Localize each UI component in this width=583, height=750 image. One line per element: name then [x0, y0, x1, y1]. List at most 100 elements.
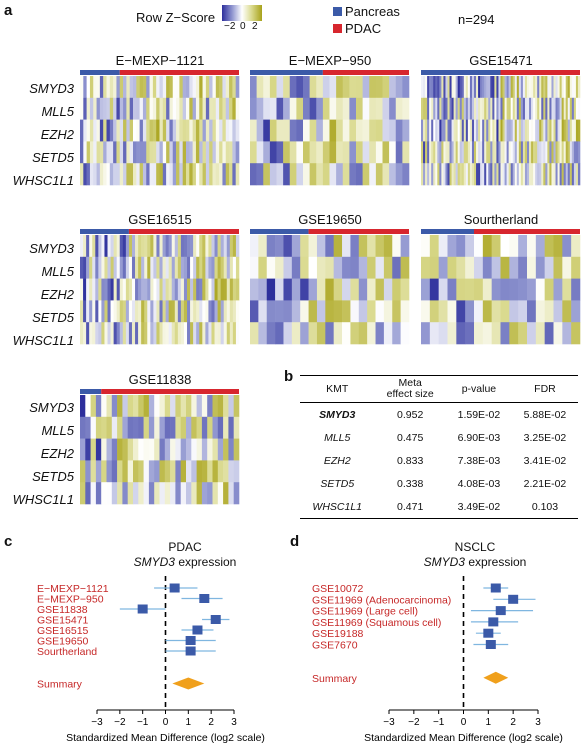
heatmap-cell: [437, 141, 440, 164]
heatmap-cell: [522, 97, 526, 120]
fdr-cell: 0.103: [511, 495, 578, 519]
heatmap-cell: [80, 256, 84, 279]
heatmap-cell: [392, 278, 401, 301]
heatmap-cell: [263, 97, 271, 120]
heatmap-cell: [437, 97, 440, 120]
heatmap-cell: [349, 141, 357, 164]
heatmap-cell: [196, 235, 200, 258]
heatmap-cell: [119, 256, 124, 279]
heatmap-cell: [333, 322, 343, 345]
heatmap-cell: [168, 256, 173, 279]
heatmap-title: GSE16515: [128, 212, 192, 227]
heatmap-cell: [392, 322, 401, 345]
heatmap-cell: [535, 163, 538, 186]
heatmap-cell: [168, 278, 173, 301]
heatmap-cell: [296, 163, 304, 186]
heatmap-cell: [309, 119, 317, 142]
heatmap-cell: [520, 76, 524, 99]
heatmap-cell: [180, 460, 187, 483]
heatmap-cell: [283, 235, 293, 258]
x-tick-label: 3: [535, 717, 541, 728]
heatmap-cell: [129, 141, 134, 164]
heatmap-cell: [215, 163, 220, 186]
heatmap-cell: [496, 119, 499, 142]
heatmap-cell: [500, 278, 510, 301]
heatmap-cell: [172, 97, 177, 120]
heatmap-cell: [175, 438, 181, 461]
effect-square: [490, 583, 501, 593]
forest-d-title: NSCLC: [454, 540, 496, 554]
heatmap-cell: [83, 163, 87, 186]
heatmap-cell: [316, 278, 326, 301]
heatmap-cell: [451, 97, 454, 120]
heatmap-cell: [208, 300, 212, 323]
heatmap-cell: [138, 438, 144, 461]
heatmap-cell: [435, 97, 438, 120]
heatmap-cell: [256, 119, 264, 142]
heatmap-cell: [329, 97, 337, 120]
heatmap-cell: [179, 163, 183, 186]
heatmap-cell: [233, 416, 240, 439]
heatmap-cell: [232, 119, 236, 142]
heatmap-cell: [283, 278, 293, 301]
heatmap-cell: [369, 141, 377, 164]
heatmap-cell: [89, 163, 94, 186]
heatmap-cell: [453, 97, 456, 120]
heatmap-cell: [119, 119, 124, 142]
heatmap-title: GSE11838: [128, 372, 192, 387]
heatmap-cell: [80, 163, 84, 186]
heatmap-cell: [322, 163, 330, 186]
heatmap-cell: [275, 235, 284, 258]
heatmap-cell: [214, 322, 218, 345]
x-tick-label: 2: [208, 717, 214, 728]
heatmap-cell: [553, 300, 563, 323]
heatmap-cell: [316, 141, 324, 164]
heatmap-cell: [494, 163, 497, 186]
heatmap-cell: [217, 300, 221, 323]
heatmap-cell: [258, 235, 268, 258]
heatmap-cell: [395, 76, 403, 99]
heatmap-cell: [543, 163, 546, 186]
heatmap-cell: [103, 163, 107, 186]
heatmap-cell: [316, 300, 326, 323]
heatmap-cell: [441, 163, 444, 186]
heatmap-cell: [129, 97, 134, 120]
heatmap-cell: [342, 141, 350, 164]
forest-d-subtitle-rest: expression: [464, 555, 527, 569]
heatmap-cell: [256, 141, 264, 164]
heatmap-cell: [169, 76, 174, 99]
heatmap-cell: [482, 278, 492, 301]
heatmap-cell: [107, 322, 111, 345]
heatmap-cell: [402, 141, 410, 164]
heatmap-cell: [456, 322, 466, 345]
heatmap-cell: [474, 256, 484, 279]
heatmap-cell: [535, 256, 545, 279]
heatmap-cell: [500, 322, 510, 345]
heatmap-cell: [138, 460, 144, 483]
x-tick-label: 1: [186, 717, 192, 728]
heatmap-cell: [561, 97, 564, 120]
heatmap-cell: [85, 416, 91, 439]
heatmap-cell: [187, 256, 191, 279]
heatmap-cell: [219, 97, 223, 120]
heatmap-cell: [95, 235, 99, 258]
heatmap-cell: [165, 278, 169, 301]
heatmap-cell: [571, 141, 575, 164]
heatmap-cell: [573, 97, 577, 120]
heatmap-cell: [471, 163, 475, 186]
heatmap-cell: [199, 76, 203, 99]
heatmap-cell: [316, 76, 324, 99]
heatmap-cell: [358, 235, 368, 258]
heatmap-cell: [457, 163, 461, 186]
heatmap-cell: [125, 278, 130, 301]
heatmap-cell: [209, 163, 213, 186]
study-label: E−MEXP−950: [37, 594, 104, 606]
heatmap-cell: [431, 76, 434, 99]
heatmap-cell: [95, 416, 102, 439]
gene-label: SMYD3: [29, 81, 74, 96]
heatmap-cell: [545, 119, 548, 142]
heatmap-cell: [362, 97, 370, 120]
heatmap-cell: [122, 278, 127, 301]
study-label: Sourtherland: [37, 646, 97, 658]
heatmap-cell: [169, 163, 174, 186]
